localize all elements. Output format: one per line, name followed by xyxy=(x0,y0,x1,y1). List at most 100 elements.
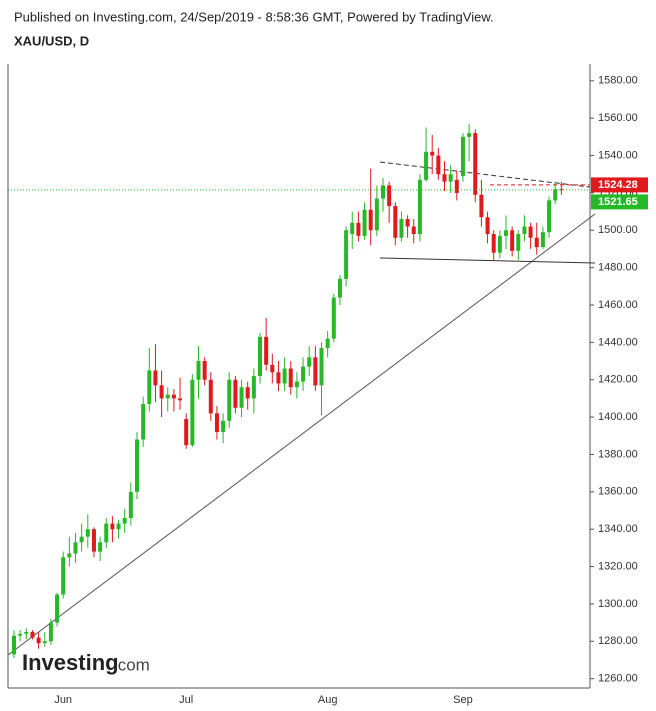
candle-body xyxy=(344,230,349,279)
candle-body xyxy=(233,379,238,408)
candle-body xyxy=(522,226,527,235)
candle-body xyxy=(510,230,515,251)
y-tick-label: 1360.00 xyxy=(598,486,638,498)
candle-body xyxy=(301,366,306,382)
candle-body xyxy=(98,542,103,552)
candle-body xyxy=(547,200,552,233)
chart-title: XAU/USD, D xyxy=(14,33,89,48)
x-tick-label: Aug xyxy=(318,694,338,706)
y-tick-label: 1420.00 xyxy=(598,374,638,386)
candle-body xyxy=(55,594,60,623)
y-tick-label: 1400.00 xyxy=(598,411,638,423)
y-tick-label: 1480.00 xyxy=(598,262,638,274)
candle-body xyxy=(196,361,201,380)
candle-body xyxy=(491,234,496,253)
y-tick-label: 1460.00 xyxy=(598,299,638,311)
candle-body xyxy=(288,368,293,388)
candle-body xyxy=(331,297,336,339)
candle-body xyxy=(424,151,429,180)
candle-body xyxy=(85,529,90,537)
reference-price-label: 1524.28 xyxy=(598,179,638,191)
candle-body xyxy=(128,491,133,518)
candle-body xyxy=(387,185,392,206)
candle-body xyxy=(460,136,465,177)
candle-body xyxy=(208,379,213,414)
candle-body xyxy=(202,361,207,380)
support-line xyxy=(379,257,596,264)
x-tick-label: Sep xyxy=(453,694,473,706)
candle-body xyxy=(79,536,84,543)
candle-body xyxy=(381,185,385,199)
candle-body xyxy=(319,347,324,386)
candle-body xyxy=(356,222,361,236)
candle-body xyxy=(141,404,146,440)
neckline xyxy=(379,161,591,188)
reference-price-box xyxy=(591,177,648,193)
candle-body xyxy=(135,439,139,492)
candle-body xyxy=(454,179,459,193)
candle-body xyxy=(61,557,66,595)
candle-body xyxy=(36,637,41,644)
y-tick-label: 1560.00 xyxy=(598,112,638,124)
candle-body xyxy=(178,398,183,401)
candle-body xyxy=(104,523,109,543)
candle-body xyxy=(30,631,35,638)
y-tick-label: 1340.00 xyxy=(598,523,638,535)
candle-body xyxy=(436,155,441,175)
candle-body xyxy=(528,226,533,238)
candle-body xyxy=(516,234,521,251)
candle-body xyxy=(325,338,330,348)
candle-body xyxy=(239,387,244,408)
candle-body xyxy=(147,370,152,405)
candle-body xyxy=(307,357,312,367)
logo-suffix: .com xyxy=(113,655,150,674)
candle-body xyxy=(24,631,29,634)
candle-body xyxy=(264,336,269,365)
candle-body xyxy=(214,413,219,433)
candle-body xyxy=(534,237,539,248)
candle-body xyxy=(399,219,404,238)
y-tick-label: 1320.00 xyxy=(598,560,638,572)
candle-body xyxy=(504,230,508,236)
candle-body xyxy=(91,529,96,552)
candle-body xyxy=(294,381,299,388)
y-tick-label: 1440.00 xyxy=(598,336,638,348)
candle-body xyxy=(171,394,176,399)
candle-body xyxy=(417,179,422,235)
candle-body xyxy=(227,379,232,421)
candle-body xyxy=(393,205,398,238)
candle-body xyxy=(497,235,502,253)
candle-body xyxy=(442,174,447,182)
candle-body xyxy=(282,368,287,384)
candle-body xyxy=(48,622,53,642)
candle-body xyxy=(42,641,47,644)
y-tick-label: 1580.00 xyxy=(598,75,638,87)
candle-body xyxy=(153,370,158,386)
candle-body xyxy=(110,523,115,530)
candle-body xyxy=(467,133,472,137)
candle-body xyxy=(251,376,256,399)
x-tick-label: Jun xyxy=(54,694,72,706)
candle-body xyxy=(18,633,23,636)
candle-body xyxy=(448,174,453,182)
candle-body xyxy=(313,357,318,386)
candle-body xyxy=(411,226,416,235)
y-tick-label: 1540.00 xyxy=(598,149,638,161)
candle-body xyxy=(245,387,250,399)
candle-body xyxy=(122,517,127,524)
y-tick-label: 1260.00 xyxy=(598,673,638,685)
x-tick-label: Jul xyxy=(179,694,193,706)
candle-body xyxy=(270,364,275,373)
candle-body xyxy=(221,420,226,433)
candle-body xyxy=(430,151,435,156)
candle-body xyxy=(485,217,490,235)
candle-body xyxy=(67,553,72,558)
published-note: Published on Investing.com, 24/Sep/2019 … xyxy=(14,9,494,24)
candle-body xyxy=(368,209,373,231)
candle-body xyxy=(559,189,564,191)
candle-body xyxy=(337,278,342,298)
y-tick-label: 1500.00 xyxy=(598,224,638,236)
candle-body xyxy=(405,219,410,227)
logo-brand: Investing xyxy=(22,650,119,675)
last-price-label: 1521.65 xyxy=(598,196,638,208)
